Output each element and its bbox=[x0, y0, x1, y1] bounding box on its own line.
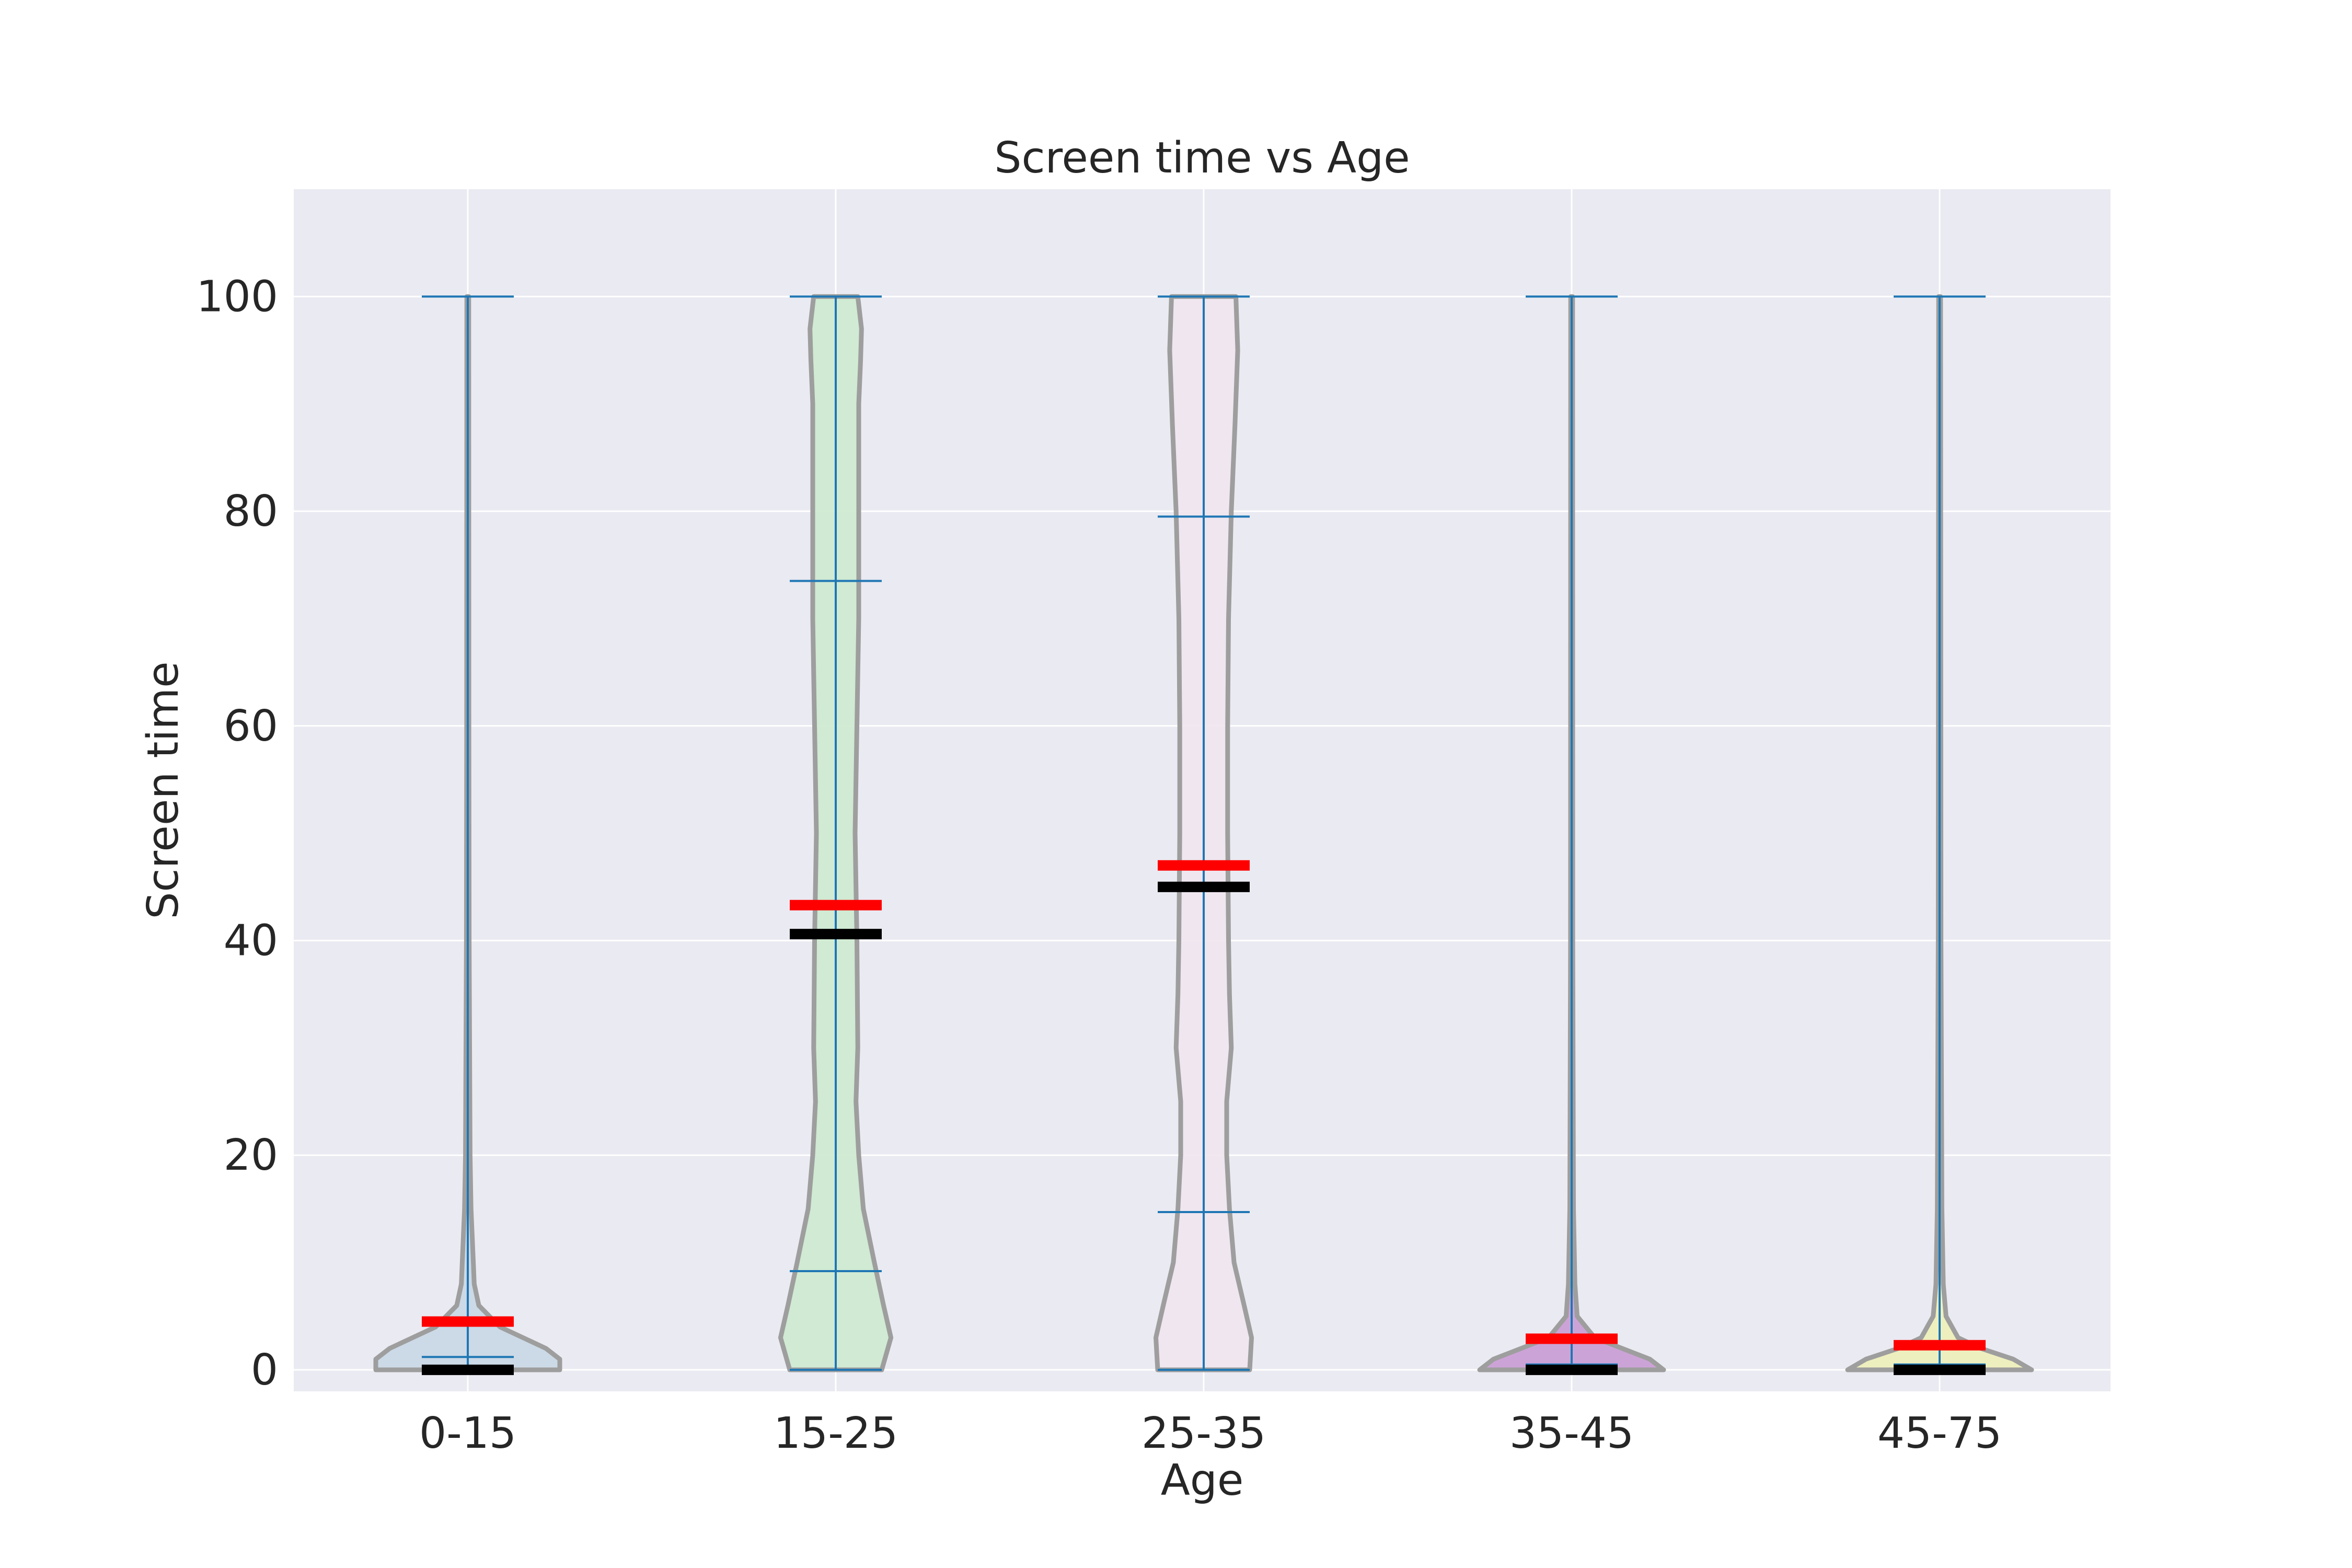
y-axis-label: Screen time bbox=[139, 661, 188, 919]
violins bbox=[373, 294, 2034, 1375]
violin-25-35 bbox=[1154, 294, 1254, 1373]
x-axis-label: Age bbox=[1161, 1456, 1244, 1505]
y-tick-label: 100 bbox=[196, 272, 278, 321]
x-tick-label: 25-35 bbox=[1142, 1409, 1266, 1458]
y-tick-label: 80 bbox=[224, 487, 278, 536]
y-axis-ticks: 0 20 40 60 80 100 bbox=[196, 272, 278, 1395]
x-tick-label: 45-75 bbox=[1877, 1409, 2002, 1458]
y-tick-label: 20 bbox=[224, 1131, 278, 1180]
violin-0-15 bbox=[373, 294, 562, 1375]
x-axis-ticks: 0-15 15-25 25-35 35-45 45-75 bbox=[419, 1409, 2002, 1458]
y-tick-label: 0 bbox=[251, 1345, 278, 1395]
violin-15-25 bbox=[778, 294, 894, 1373]
x-tick-label: 15-25 bbox=[774, 1409, 898, 1458]
chart-title: Screen time vs Age bbox=[994, 133, 1410, 183]
y-tick-label: 40 bbox=[224, 916, 278, 966]
x-tick-label: 35-45 bbox=[1509, 1409, 1634, 1458]
violin-45-75 bbox=[1845, 294, 2034, 1375]
x-tick-label: 0-15 bbox=[419, 1409, 516, 1458]
violin-35-45 bbox=[1477, 294, 1666, 1375]
y-tick-label: 60 bbox=[224, 701, 278, 751]
